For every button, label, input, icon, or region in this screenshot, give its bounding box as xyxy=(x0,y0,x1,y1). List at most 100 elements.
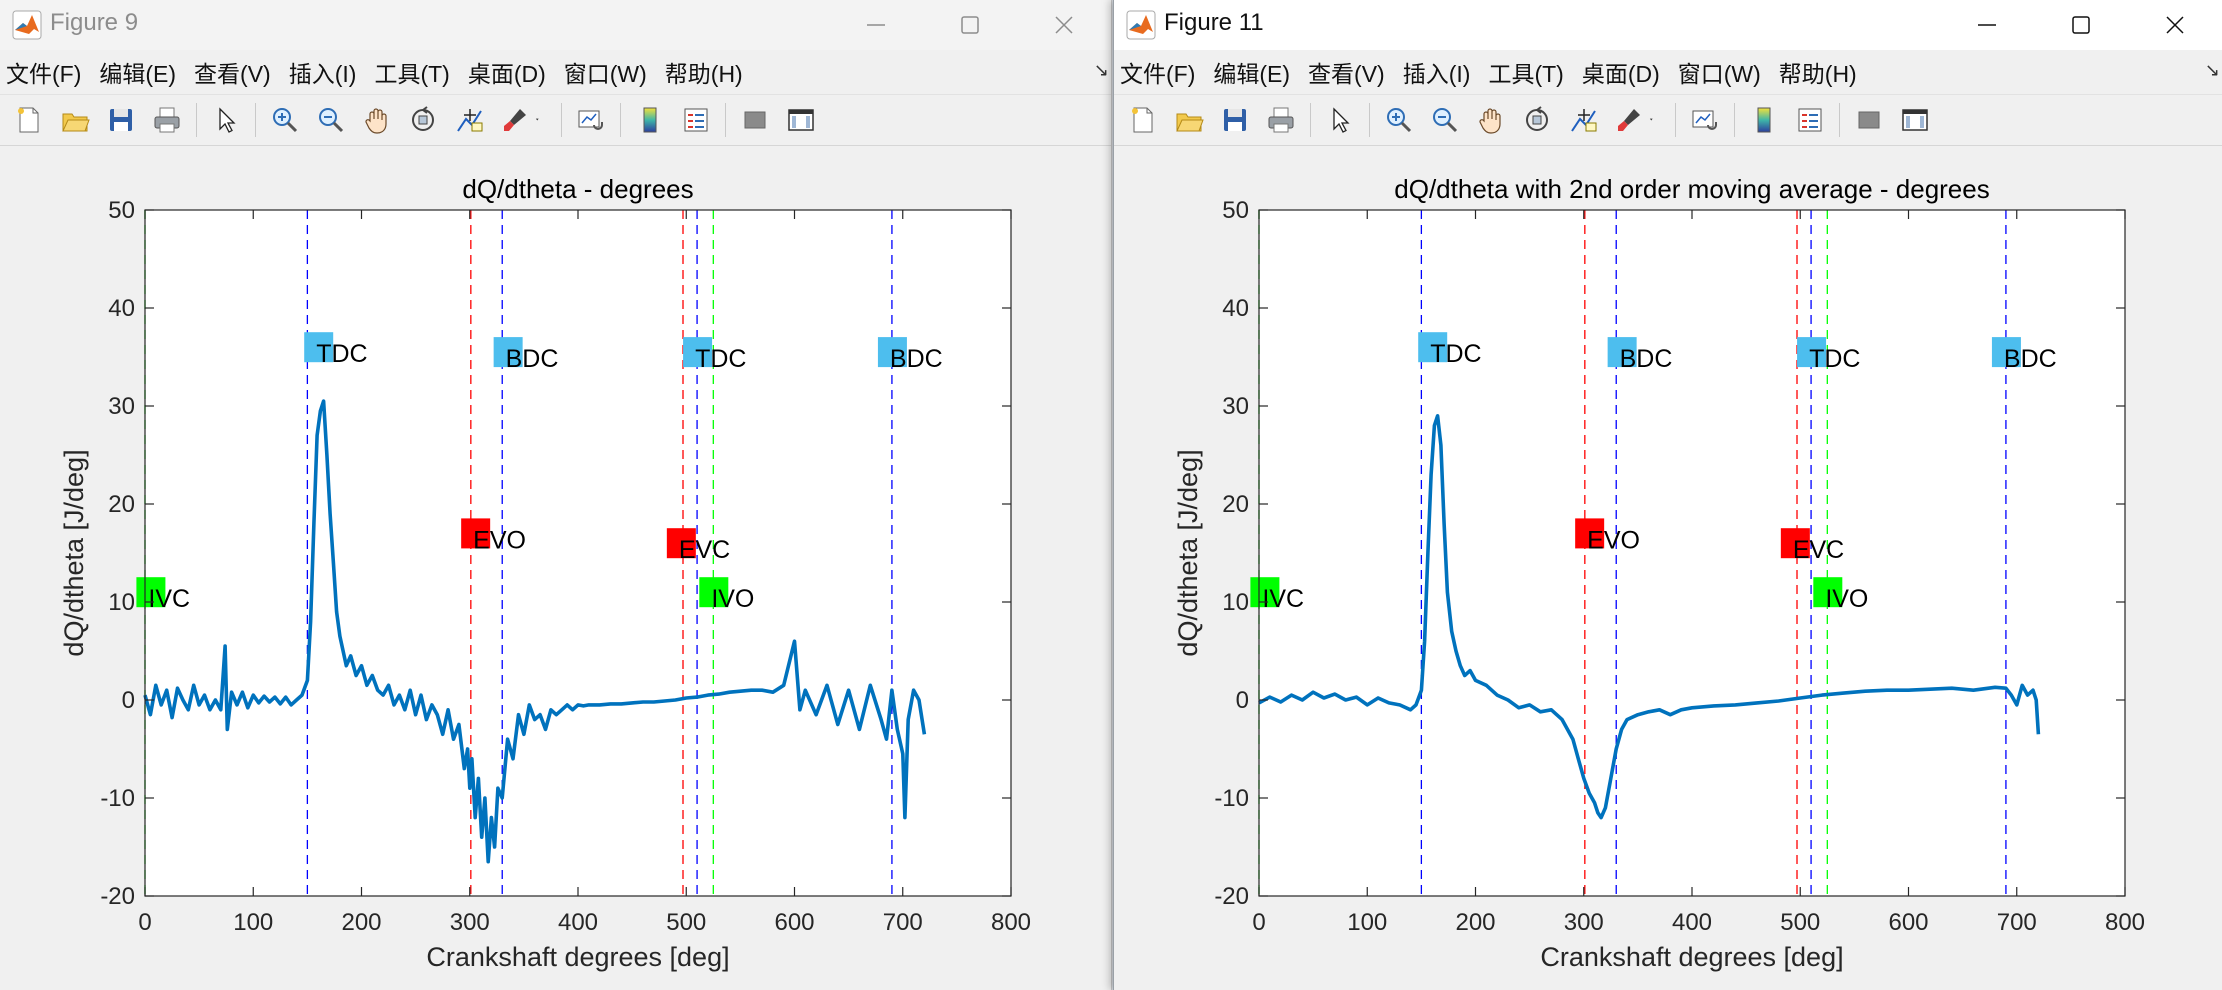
print-icon xyxy=(154,107,180,133)
annotation-bdc-label: BDC xyxy=(2004,345,2057,373)
print-button[interactable] xyxy=(151,104,183,136)
hide-plot-tools-button[interactable] xyxy=(1853,104,1885,136)
marker-evc xyxy=(666,528,696,559)
insert-colorbar-button[interactable] xyxy=(1748,104,1780,136)
pan-hand-button[interactable] xyxy=(1475,104,1507,136)
data-cursor-button[interactable] xyxy=(1567,104,1599,136)
rotate-3d-icon xyxy=(1526,106,1548,131)
rotate-3d-button[interactable] xyxy=(407,104,439,136)
menu-help[interactable]: 帮助(H) xyxy=(1778,61,1857,87)
hide-plot-tools-button[interactable] xyxy=(739,104,771,136)
zoom-in-button[interactable] xyxy=(269,104,301,136)
toolbar-separator xyxy=(725,103,726,137)
x-tick-label: 400 xyxy=(1672,909,1712,936)
show-plot-tools-icon xyxy=(788,109,814,131)
data-cursor-button[interactable] xyxy=(453,104,485,136)
brush-dropdown-icon xyxy=(535,118,539,121)
y-tick-label: -20 xyxy=(1214,883,1249,910)
menu-dock-arrow-icon[interactable]: ↘ xyxy=(1093,60,1109,80)
annotation-bdc-label: BDC xyxy=(506,345,559,373)
save-button[interactable] xyxy=(105,104,137,136)
menu-help[interactable]: 帮助(H) xyxy=(664,61,743,87)
hide-plot-tools-icon xyxy=(1858,111,1880,129)
pan-hand-button[interactable] xyxy=(361,104,393,136)
y-tick-label: 50 xyxy=(1222,197,1249,224)
data-cursor-icon xyxy=(1571,109,1597,132)
open-file-button[interactable] xyxy=(1173,104,1205,136)
x-tick-label: 0 xyxy=(1252,909,1265,936)
new-figure-button[interactable] xyxy=(13,104,45,136)
link-plot-button[interactable] xyxy=(1689,104,1721,136)
y-tick-label: 40 xyxy=(108,295,135,322)
show-plot-tools-button[interactable] xyxy=(1899,104,1931,136)
annotation-tdc-label: TDC xyxy=(316,340,367,368)
minimize-button[interactable] xyxy=(829,0,923,50)
toolbar-separator xyxy=(1310,103,1311,137)
menu-edit[interactable]: 编辑(E) xyxy=(1213,61,1291,87)
close-button[interactable] xyxy=(1017,0,1111,50)
annotation-evc-label: EVC xyxy=(1793,536,1844,564)
menu-edit[interactable]: 编辑(E) xyxy=(99,61,177,87)
menu-view[interactable]: 查看(V) xyxy=(194,61,271,87)
show-plot-tools-button[interactable] xyxy=(785,104,817,136)
open-file-icon xyxy=(62,113,90,132)
menu-tools[interactable]: 工具(T) xyxy=(374,61,450,87)
figure-canvas[interactable]: IVC TDC EVO BDC EVC TDC IVO BDC 0 100 200 300 400 500… xyxy=(0,146,1111,990)
pointer-button[interactable] xyxy=(1324,104,1356,136)
title-bar[interactable]: Figure 11 xyxy=(1114,0,2222,50)
menu-insert[interactable]: 插入(I) xyxy=(288,61,357,87)
insert-colorbar-icon xyxy=(643,107,657,133)
menu-file[interactable]: 文件(F) xyxy=(6,61,82,87)
minimize-button[interactable] xyxy=(1940,0,2034,50)
save-button[interactable] xyxy=(1219,104,1251,136)
y-tick-label: 0 xyxy=(122,687,135,714)
brush-button[interactable] xyxy=(499,104,531,136)
marker-bdc xyxy=(877,337,907,368)
menu-window[interactable]: 窗口(W) xyxy=(563,61,647,87)
brush-dropdown-button[interactable] xyxy=(534,104,548,136)
annotation-tdc-label: TDC xyxy=(1430,340,1481,368)
close-button[interactable] xyxy=(2128,0,2222,50)
zoom-in-icon xyxy=(1387,108,1412,133)
y-axis-label: dQ/dtheta [J/deg] xyxy=(1173,449,1203,656)
annotation-ivc-label: IVC xyxy=(1262,585,1304,613)
save-icon xyxy=(110,109,132,131)
zoom-in-button[interactable] xyxy=(1383,104,1415,136)
new-figure-button[interactable] xyxy=(1127,104,1159,136)
new-figure-icon xyxy=(18,107,39,133)
menu-dock-arrow-icon[interactable]: ↘ xyxy=(2204,60,2220,80)
y-tick-label: 40 xyxy=(1222,295,1249,322)
title-bar[interactable]: Figure 9 xyxy=(0,0,1111,50)
menu-window[interactable]: 窗口(W) xyxy=(1677,61,1761,87)
y-tick-label: 30 xyxy=(1222,393,1249,420)
menu-desktop[interactable]: 桌面(D) xyxy=(467,61,546,87)
marker-tdc xyxy=(683,337,713,368)
link-plot-button[interactable] xyxy=(575,104,607,136)
new-figure-icon xyxy=(1132,107,1153,133)
insert-legend-button[interactable] xyxy=(680,104,712,136)
zoom-out-button[interactable] xyxy=(315,104,347,136)
x-tick-label: 600 xyxy=(1888,909,1928,936)
marker-evo xyxy=(1575,518,1605,549)
brush-button[interactable] xyxy=(1613,104,1645,136)
figure-canvas[interactable]: IVC TDC EVO BDC EVC TDC IVO BDC 0 100 200 300 400 500… xyxy=(1114,146,2222,990)
open-file-button[interactable] xyxy=(59,104,91,136)
brush-dropdown-button[interactable] xyxy=(1648,104,1662,136)
insert-colorbar-button[interactable] xyxy=(634,104,666,136)
maximize-button[interactable] xyxy=(923,0,1017,50)
menu-desktop[interactable]: 桌面(D) xyxy=(1581,61,1660,87)
menu-insert[interactable]: 插入(I) xyxy=(1402,61,1471,87)
x-tick-label: 500 xyxy=(1780,909,1820,936)
menu-bar: 文件(F) 编辑(E) 查看(V) 插入(I) 工具(T) 桌面(D) 窗口(W… xyxy=(1114,50,2222,94)
marker-ivo xyxy=(699,577,729,608)
zoom-out-button[interactable] xyxy=(1429,104,1461,136)
menu-tools[interactable]: 工具(T) xyxy=(1488,61,1564,87)
menu-file[interactable]: 文件(F) xyxy=(1120,61,1196,87)
rotate-3d-button[interactable] xyxy=(1521,104,1553,136)
insert-legend-button[interactable] xyxy=(1794,104,1826,136)
print-button[interactable] xyxy=(1265,104,1297,136)
menu-view[interactable]: 查看(V) xyxy=(1308,61,1385,87)
x-tick-label: 800 xyxy=(991,909,1031,936)
pointer-button[interactable] xyxy=(210,104,242,136)
maximize-button[interactable] xyxy=(2034,0,2128,50)
